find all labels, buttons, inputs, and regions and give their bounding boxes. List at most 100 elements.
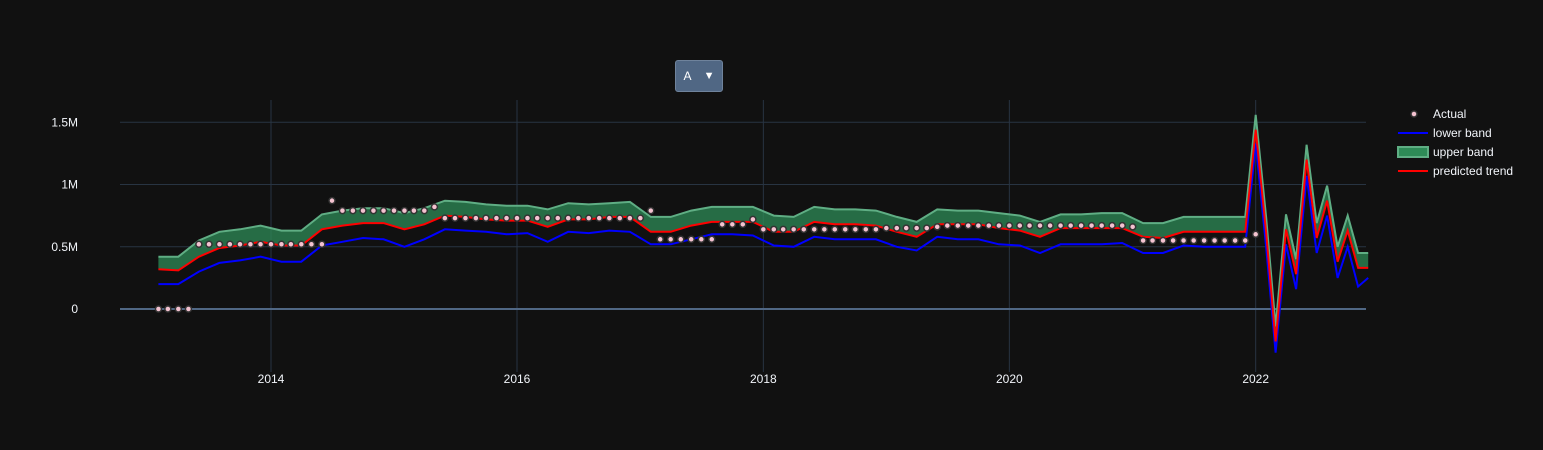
actual-points bbox=[154, 196, 1260, 313]
x-tick-label: 2018 bbox=[750, 372, 777, 386]
actual-point bbox=[267, 240, 275, 249]
actual-point bbox=[1108, 221, 1116, 230]
actual-point bbox=[1241, 236, 1249, 245]
y-axis-ticks: 0 0.5M 1M 1.5M bbox=[51, 115, 78, 316]
actual-point bbox=[1148, 236, 1157, 245]
actual-point bbox=[184, 305, 193, 313]
upper-band-fill bbox=[158, 114, 1369, 342]
actual-point bbox=[739, 220, 747, 229]
actual-point bbox=[831, 225, 839, 234]
actual-point bbox=[666, 235, 675, 244]
actual-point bbox=[1200, 236, 1208, 245]
actual-point bbox=[154, 305, 163, 313]
actual-point bbox=[1189, 236, 1198, 245]
actual-point bbox=[390, 206, 398, 215]
series-lines bbox=[158, 114, 1369, 353]
actual-point bbox=[1169, 236, 1177, 245]
actual-point bbox=[1251, 230, 1260, 239]
actual-point bbox=[1046, 221, 1054, 230]
actual-point bbox=[954, 221, 962, 230]
actual-point bbox=[1066, 221, 1075, 230]
actual-point bbox=[318, 240, 326, 249]
actual-point bbox=[174, 305, 183, 313]
lower-band-line bbox=[158, 143, 1369, 353]
actual-point bbox=[574, 214, 583, 222]
actual-point bbox=[677, 235, 685, 244]
actual-point bbox=[1139, 236, 1147, 245]
legend-fill-icon bbox=[1397, 146, 1429, 158]
actual-point bbox=[297, 240, 306, 249]
actual-point bbox=[616, 214, 624, 222]
actual-point bbox=[647, 206, 655, 215]
actual-point bbox=[359, 206, 367, 215]
actual-point bbox=[226, 240, 234, 249]
chevron-down-icon: ▼ bbox=[703, 70, 715, 82]
legend-item-upper-band[interactable]: upper band bbox=[1397, 145, 1494, 159]
actual-point bbox=[338, 206, 347, 215]
actual-point bbox=[1016, 221, 1024, 230]
actual-point bbox=[420, 206, 429, 215]
actual-point bbox=[1231, 236, 1239, 245]
actual-point bbox=[656, 235, 664, 244]
actual-point bbox=[410, 206, 418, 215]
actual-point bbox=[328, 196, 336, 205]
x-tick-label: 2022 bbox=[1242, 372, 1269, 386]
actual-point bbox=[872, 225, 880, 234]
actual-point bbox=[923, 224, 931, 232]
actual-point bbox=[1128, 223, 1137, 231]
actual-point bbox=[636, 214, 645, 222]
actual-point bbox=[287, 240, 295, 249]
actual-point bbox=[1036, 221, 1044, 230]
actual-point bbox=[246, 240, 255, 249]
actual-point bbox=[1210, 236, 1219, 245]
grid-lines bbox=[120, 100, 1366, 372]
actual-point bbox=[564, 214, 572, 222]
actual-point bbox=[728, 220, 737, 229]
actual-point bbox=[933, 223, 941, 231]
dropdown-selected-label: A bbox=[683, 69, 692, 83]
actual-point bbox=[215, 240, 224, 249]
actual-point bbox=[995, 221, 1003, 230]
actual-point bbox=[492, 214, 501, 222]
y-tick-label: 0 bbox=[71, 302, 78, 316]
actual-point bbox=[1118, 221, 1126, 230]
actual-point bbox=[800, 225, 808, 234]
actual-point bbox=[523, 214, 532, 222]
legend-item-actual[interactable]: Actual bbox=[1410, 107, 1466, 121]
actual-point bbox=[1097, 221, 1106, 230]
actual-point bbox=[974, 221, 983, 230]
actual-point bbox=[718, 220, 726, 229]
predicted-trend-line bbox=[158, 129, 1369, 342]
actual-point bbox=[441, 214, 449, 222]
series-selector-dropdown[interactable]: A ▼ bbox=[675, 60, 723, 92]
actual-point bbox=[912, 224, 921, 232]
actual-point bbox=[770, 225, 778, 234]
actual-point bbox=[851, 225, 860, 234]
actual-point bbox=[585, 214, 593, 222]
actual-point bbox=[400, 206, 409, 215]
actual-point bbox=[687, 235, 695, 244]
actual-point bbox=[554, 214, 562, 222]
legend-item-lower-band[interactable]: lower band bbox=[1398, 126, 1492, 140]
actual-point bbox=[841, 225, 849, 234]
actual-point bbox=[1056, 221, 1065, 230]
x-axis-ticks: 2014 2016 2018 2020 2022 bbox=[258, 372, 1270, 386]
upper-band-line bbox=[158, 114, 1369, 327]
legend-item-predicted-trend[interactable]: predicted trend bbox=[1398, 164, 1513, 178]
actual-point bbox=[1159, 236, 1167, 245]
legend-label: predicted trend bbox=[1433, 164, 1513, 178]
actual-point bbox=[205, 240, 213, 249]
actual-point bbox=[789, 225, 798, 234]
actual-point bbox=[820, 225, 829, 234]
actual-point bbox=[1220, 236, 1229, 245]
actual-point bbox=[502, 214, 511, 222]
actual-point bbox=[379, 206, 388, 215]
actual-point bbox=[430, 203, 439, 211]
legend[interactable]: Actual lower band upper band predicted tren… bbox=[1397, 107, 1513, 178]
legend-label: Actual bbox=[1433, 107, 1466, 121]
actual-point bbox=[902, 224, 910, 232]
actual-point bbox=[595, 214, 603, 222]
actual-point bbox=[1087, 221, 1096, 230]
actual-point bbox=[759, 225, 768, 234]
